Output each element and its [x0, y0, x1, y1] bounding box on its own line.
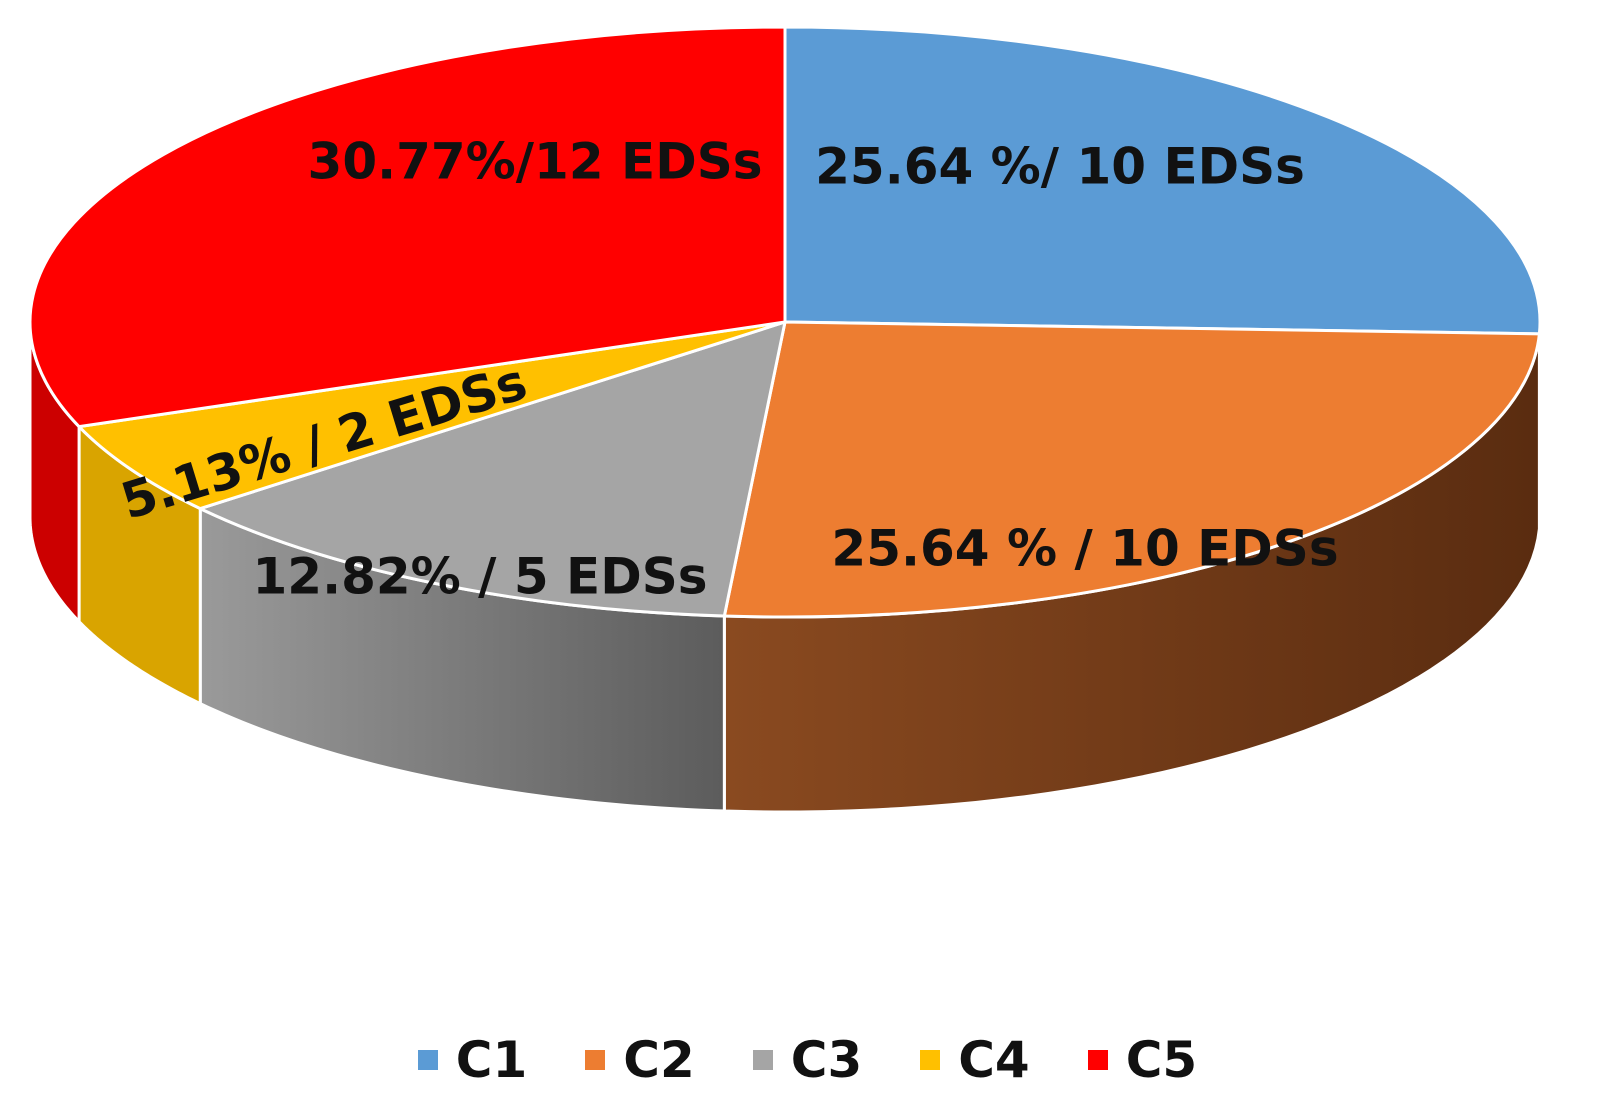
- legend-item-c4: C4: [920, 1031, 1030, 1089]
- pie-slice-c4: [77, 320, 787, 511]
- pie-slice-c5: [28, 25, 787, 429]
- legend-item-c1: C1: [417, 1031, 528, 1089]
- legend-swatch: [920, 1050, 941, 1070]
- chart-legend: C1 C2 C3 C4 C5: [0, 1020, 1615, 1100]
- legend-label: C3: [790, 1031, 863, 1089]
- data-label-c1: 25.64 %/ 10 EDSs: [815, 138, 1305, 196]
- data-label-c3: 12.82% / 5 EDSs: [253, 548, 708, 606]
- data-label-c2: 25.64 % / 10 EDSs: [831, 520, 1338, 578]
- pie-slice-c1: [783, 25, 1542, 336]
- legend-swatch: [417, 1050, 438, 1070]
- pie-slice-c3: [198, 320, 787, 618]
- legend-item-c5: C5: [1087, 1031, 1198, 1089]
- pie-sides: [28, 321, 1542, 814]
- legend-swatch: [585, 1050, 606, 1070]
- legend-label: C1: [455, 1031, 528, 1089]
- data-label-c5: 30.77%/12 EDSs: [308, 133, 763, 191]
- legend-swatch: [1087, 1050, 1108, 1070]
- legend-label: C5: [1125, 1031, 1198, 1089]
- pie-chart: 25.64 %/ 10 EDSs 25.64 % / 10 EDSs 12.82% …: [28, 25, 1542, 814]
- pie-slice-c2: [722, 320, 1541, 619]
- legend-label: C4: [958, 1031, 1030, 1089]
- pie-slices: [28, 25, 1542, 619]
- legend-swatch: [752, 1050, 773, 1070]
- legend-item-c2: C2: [585, 1031, 695, 1089]
- legend-label: C2: [623, 1031, 695, 1089]
- legend-item-c3: C3: [752, 1031, 863, 1089]
